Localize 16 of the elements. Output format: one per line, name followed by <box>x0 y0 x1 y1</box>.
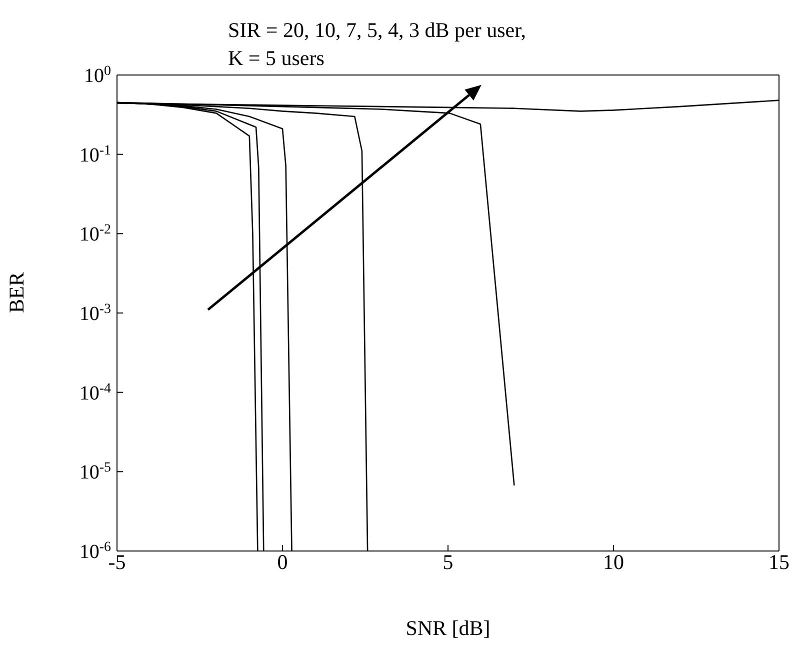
x-tick-label: -5 <box>108 550 126 574</box>
x-tick-label: 15 <box>768 550 790 574</box>
x-tick-label: 0 <box>277 550 288 574</box>
chart-subtitle: K = 5 users <box>228 45 326 72</box>
y-tick-label: 10$^{-2}$ <box>79 222 111 246</box>
y-tick-label: 10$^{-4}$ <box>79 380 111 404</box>
y-tick-label: 10$^{0}$ <box>84 64 111 87</box>
y-tick-label: 10$^{-3}$ <box>79 302 111 325</box>
chart-title: SIR = 20, 10, 7, 5, 4, 3 dB per user, <box>228 17 526 44</box>
y-tick-label: 10$^{-5}$ <box>79 460 111 484</box>
x-tick-label: 10 <box>603 550 624 574</box>
y-axis-title: BER <box>4 272 28 313</box>
y-tick-label: 10$^{-1}$ <box>79 142 111 166</box>
x-axis-title: SNR [dB] <box>406 616 490 640</box>
x-tick-label: 5 <box>442 550 454 574</box>
y-tick-label: 10$^{-6}$ <box>79 540 111 563</box>
